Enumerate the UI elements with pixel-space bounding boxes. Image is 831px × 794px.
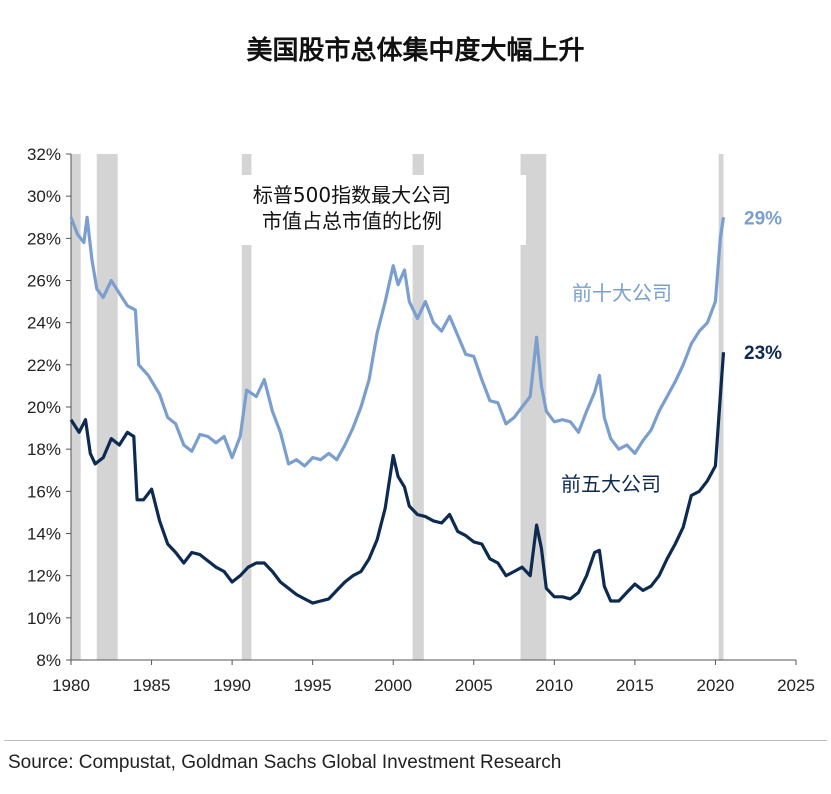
y-tick-label: 28% <box>27 229 61 248</box>
annotation-text: 标普500指数最大公司 <box>253 183 451 207</box>
y-tick-label: 18% <box>27 440 61 459</box>
x-tick-label: 2005 <box>455 676 493 695</box>
series-line <box>69 215 726 468</box>
y-tick-label: 32% <box>27 145 61 164</box>
x-tick-label: 1985 <box>133 676 171 695</box>
end-value-label: 23% <box>744 343 782 364</box>
series-label: 前五大公司 <box>561 472 661 496</box>
recession-band <box>71 154 81 660</box>
x-tick-label: 1980 <box>52 676 90 695</box>
x-tick-label: 2010 <box>535 676 573 695</box>
y-tick-label: 24% <box>27 314 61 333</box>
y-tick-label: 22% <box>27 356 61 375</box>
x-tick-label: 2020 <box>697 676 735 695</box>
divider <box>4 740 827 741</box>
chart-title: 美国股市总体集中度大幅上升 <box>246 36 585 66</box>
recession-band <box>241 154 252 660</box>
x-tick-label: 1990 <box>213 676 251 695</box>
y-tick-label: 20% <box>27 398 61 417</box>
end-value-label: 29% <box>744 208 782 229</box>
y-tick-label: 14% <box>27 525 61 544</box>
y-tick-label: 26% <box>27 272 61 291</box>
annotation-box <box>178 175 526 245</box>
source-note: Source: Compustat, Goldman Sachs Global … <box>8 752 562 773</box>
series-label: 前十大公司 <box>572 281 672 305</box>
series-line <box>69 352 726 605</box>
y-tick-label: 10% <box>27 609 61 628</box>
recession-band <box>412 154 424 660</box>
x-tick-label: 2000 <box>374 676 412 695</box>
y-tick-label: 16% <box>27 482 61 501</box>
line-chart: 8% 10% 12% 14% 16% 18% 20% 22% 24% 26% 28% 30% 32% 19… <box>27 145 815 695</box>
x-tick-label: 2015 <box>616 676 654 695</box>
x-tick-label: 1995 <box>294 676 332 695</box>
y-tick-label: 8% <box>36 651 61 670</box>
y-tick-label: 12% <box>27 567 61 586</box>
recession-band <box>96 154 118 660</box>
x-tick-label: 2025 <box>777 676 815 695</box>
y-tick-label: 30% <box>27 187 61 206</box>
annotation-text: 市值占总市值的比例 <box>262 209 442 233</box>
